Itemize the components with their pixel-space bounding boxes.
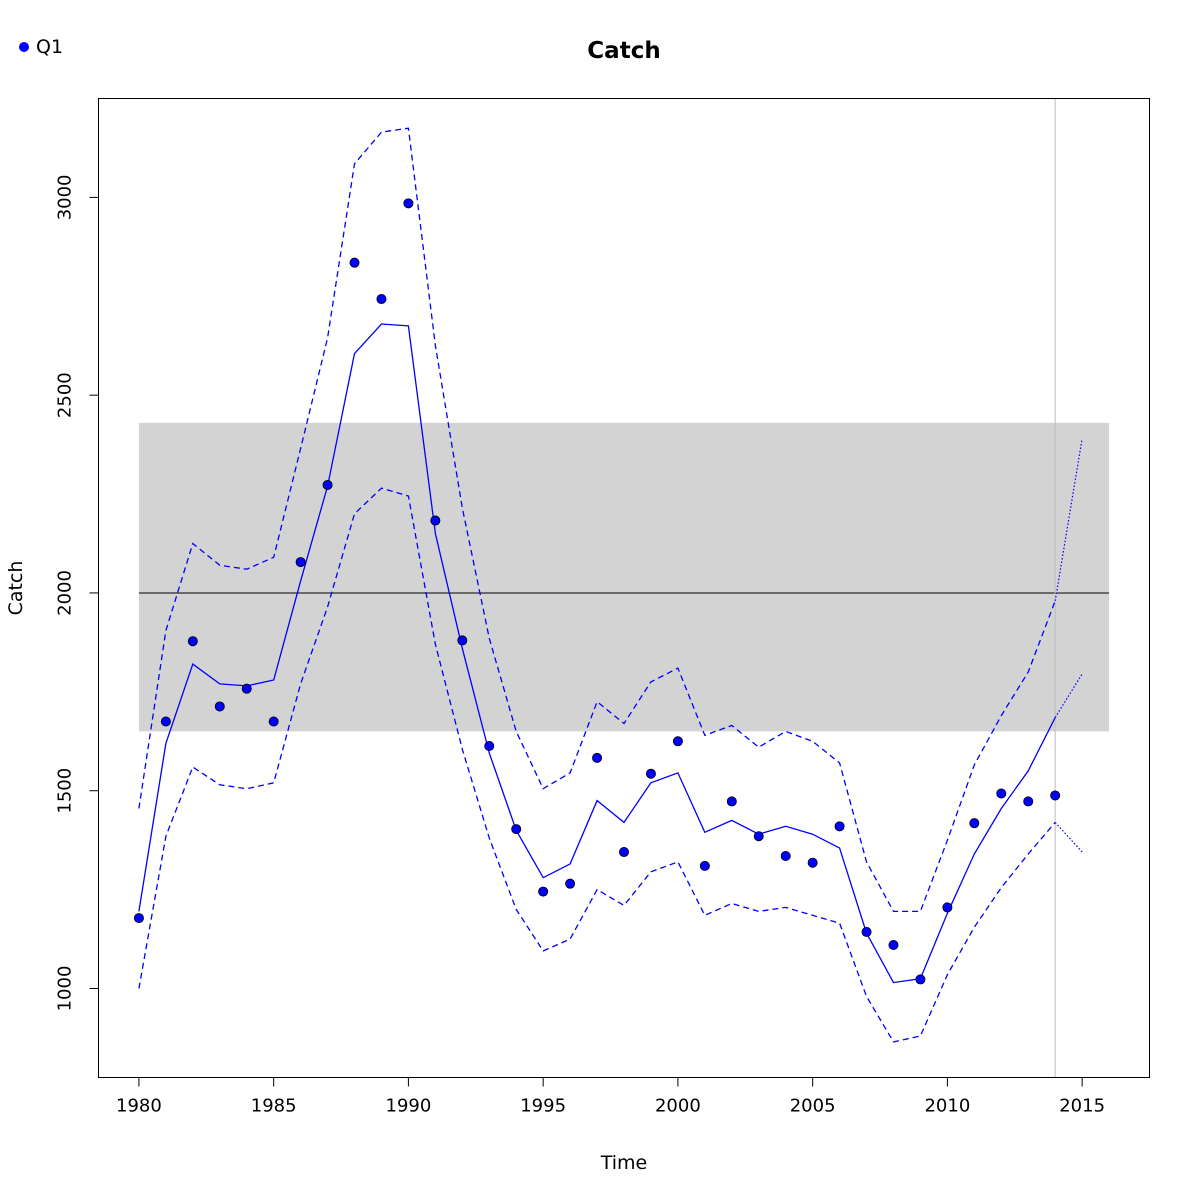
data-point: [672, 736, 683, 747]
data-point: [187, 636, 198, 647]
data-point: [565, 878, 576, 889]
x-tick-label: 2010: [924, 1096, 970, 1117]
series-fitted: [138, 323, 1056, 984]
x-tick-label: 1990: [386, 1096, 432, 1117]
data-point: [160, 716, 171, 727]
x-tick-label: 2000: [655, 1096, 701, 1117]
data-point: [592, 752, 603, 763]
data-point: [834, 821, 845, 832]
data-point: [861, 926, 872, 937]
data-point: [214, 701, 225, 712]
data-point: [753, 831, 764, 842]
data-point: [322, 479, 333, 490]
x-tick-label: 1985: [251, 1096, 297, 1117]
data-point: [1023, 796, 1034, 807]
reference-band: [138, 422, 1110, 732]
data-point: [430, 515, 441, 526]
data-point: [403, 198, 414, 209]
x-tick-label: 2005: [790, 1096, 836, 1117]
data-point: [969, 818, 980, 829]
y-tick-label: 1500: [55, 768, 76, 814]
data-point: [888, 939, 899, 950]
data-point: [645, 768, 656, 779]
y-tick-label: 3000: [55, 174, 76, 220]
data-point: [942, 902, 953, 913]
legend: Q1: [19, 36, 63, 58]
data-point: [915, 974, 926, 985]
series-upper-bound: [138, 127, 1056, 913]
x-axis-label: Time: [600, 1152, 648, 1174]
chart-title: Catch: [587, 38, 660, 64]
data-point: [376, 294, 387, 305]
data-point: [241, 683, 252, 694]
data-point: [295, 557, 306, 568]
x-tick-label: 2015: [1059, 1096, 1105, 1117]
data-point: [511, 824, 522, 835]
data-point: [484, 741, 495, 752]
data-point: [457, 635, 468, 646]
y-tick-label: 1000: [55, 966, 76, 1012]
legend-marker-q1: [19, 42, 29, 52]
y-tick-label: 2000: [55, 570, 76, 616]
projection-lower: [1054, 821, 1083, 853]
series-lower-bound: [138, 487, 1056, 1043]
data-point: [349, 257, 360, 268]
plot-area: [133, 98, 1110, 1078]
projection-upper: [1054, 438, 1083, 601]
data-point: [268, 716, 279, 727]
data-point: [996, 788, 1007, 799]
y-tick-label: 2500: [55, 372, 76, 418]
x-tick-label: 1995: [520, 1096, 566, 1117]
data-point: [538, 886, 549, 897]
x-tick-label: 1980: [116, 1096, 162, 1117]
data-point: [133, 913, 144, 924]
axes: 1980 1985 1990 1995 2000 2005 2010 2015 1000 1500…: [55, 174, 1106, 1116]
data-point: [619, 847, 630, 858]
legend-label-q1: Q1: [36, 36, 63, 58]
projection-median: [1054, 673, 1083, 718]
data-point: [807, 857, 818, 868]
data-point: [780, 850, 791, 861]
data-point: [1050, 790, 1061, 801]
data-point: [699, 860, 710, 871]
data-point: [726, 796, 737, 807]
y-axis-label: Catch: [5, 561, 27, 616]
